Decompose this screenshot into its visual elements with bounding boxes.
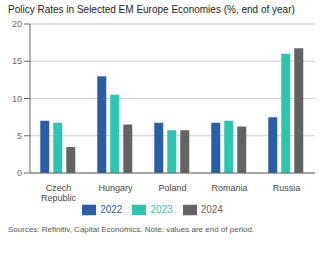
html-text:2024: 2024: [200, 203, 223, 215]
svg-text:15: 15: [12, 56, 22, 66]
svg-text:20: 20: [12, 19, 22, 29]
html-text:2023: 2023: [150, 203, 173, 215]
svg-text:Russia: Russia: [273, 183, 301, 193]
svg-text:Poland: Poland: [158, 183, 186, 193]
svg-text:5: 5: [17, 131, 22, 141]
html-text:2022: 2022: [100, 203, 123, 215]
html-text:Sources: Refinitiv, Capital Ec: Sources: Refinitiv, Capital Economics. N…: [8, 225, 255, 234]
html-text:Policy Rates in Selected EM Eu: Policy Rates in Selected EM Europe Econo…: [8, 4, 295, 15]
svg-text:10: 10: [12, 94, 22, 104]
svg-text:Hungary: Hungary: [98, 183, 133, 193]
svg-text:CzechRepublic: CzechRepublic: [41, 183, 77, 203]
svg-text:0: 0: [17, 168, 22, 178]
svg-text:Romania: Romania: [211, 183, 247, 193]
